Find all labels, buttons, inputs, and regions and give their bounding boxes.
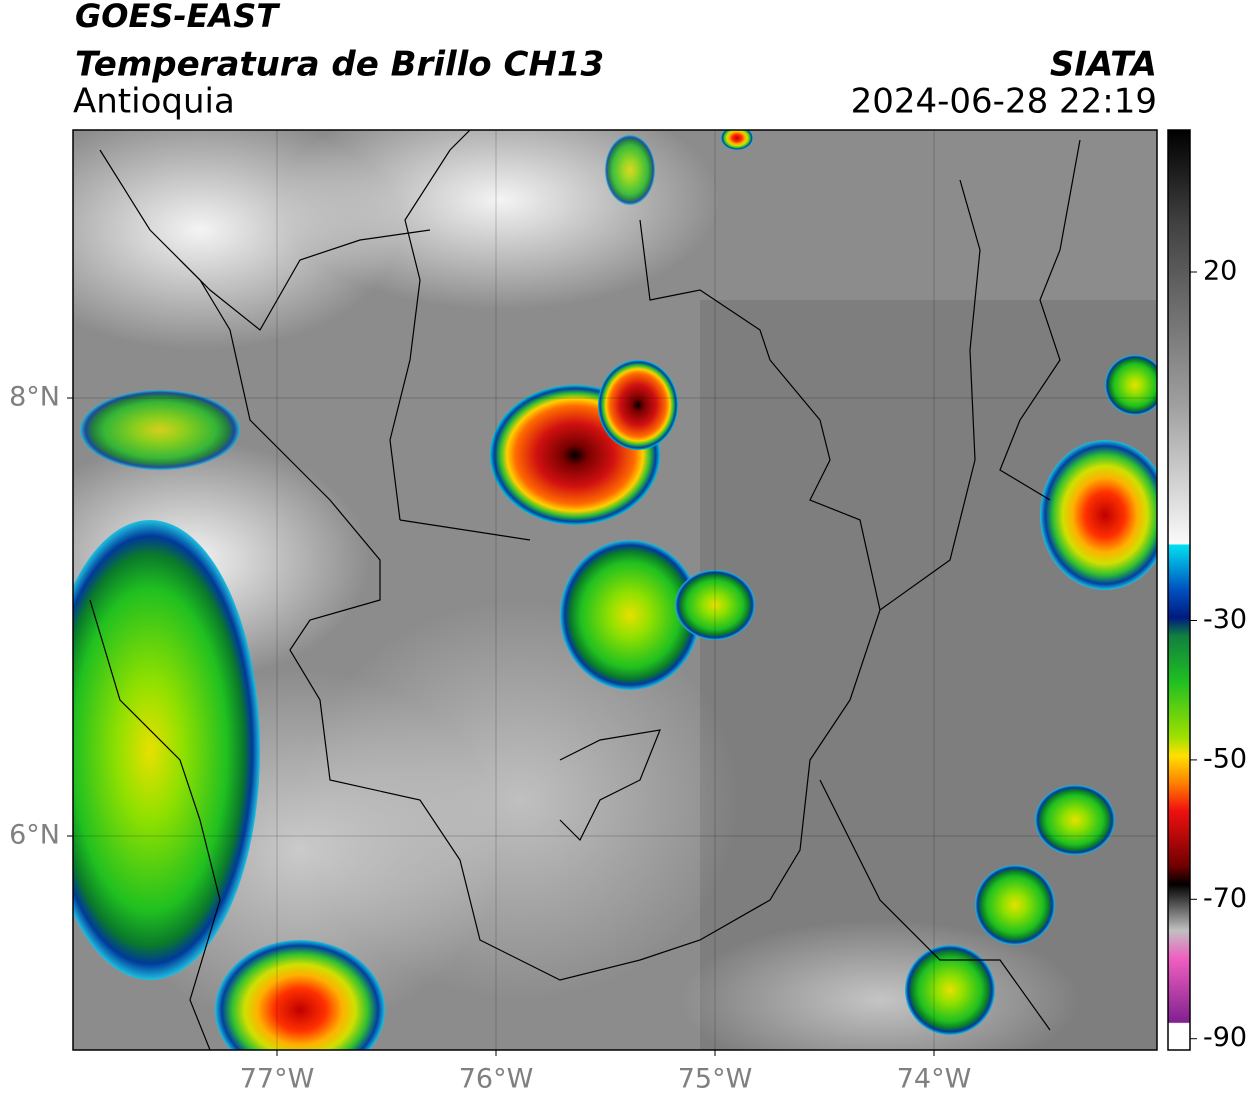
map-frame bbox=[72, 129, 1158, 1051]
x-tick-label: 77°W bbox=[240, 1064, 315, 1095]
colorbar bbox=[1167, 129, 1191, 1051]
y-tick-label: 6°N bbox=[9, 820, 60, 851]
colorbar-tick-label: -50 bbox=[1203, 743, 1247, 774]
x-tick-label: 74°W bbox=[897, 1064, 972, 1095]
region: Antioquia bbox=[73, 82, 235, 122]
datetime: 2024-06-28 22:19 bbox=[851, 82, 1157, 122]
x-tick-label: 75°W bbox=[678, 1064, 753, 1095]
colorbar-tick-label: -90 bbox=[1203, 1022, 1247, 1053]
colorbar-tick-label: -70 bbox=[1203, 883, 1247, 914]
colorbar-tick-label: -30 bbox=[1203, 604, 1247, 635]
colorbar-tick-label: 20 bbox=[1203, 256, 1237, 287]
satellite-image bbox=[73, 130, 1157, 1050]
y-tick-label: 8°N bbox=[9, 382, 60, 413]
title: GOES-EAST bbox=[75, 0, 280, 35]
subtitle: Temperatura de Brillo CH13 bbox=[75, 45, 604, 85]
source: SIATA bbox=[1050, 45, 1157, 85]
x-tick-label: 76°W bbox=[459, 1064, 534, 1095]
